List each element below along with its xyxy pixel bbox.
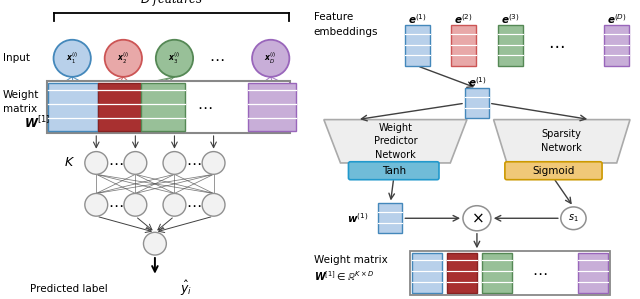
Circle shape bbox=[105, 40, 142, 77]
Circle shape bbox=[85, 152, 108, 174]
Text: $\boldsymbol{x}_1^{(i)}$: $\boldsymbol{x}_1^{(i)}$ bbox=[66, 51, 79, 66]
Circle shape bbox=[463, 206, 491, 231]
Text: $\boldsymbol{x}_D^{(i)}$: $\boldsymbol{x}_D^{(i)}$ bbox=[264, 51, 277, 66]
Text: $s_1$: $s_1$ bbox=[568, 212, 579, 224]
FancyBboxPatch shape bbox=[451, 25, 476, 66]
Text: Sparsity
Network: Sparsity Network bbox=[541, 129, 582, 153]
Text: $\boldsymbol{e}^{(D)}$: $\boldsymbol{e}^{(D)}$ bbox=[607, 13, 627, 26]
Circle shape bbox=[156, 40, 193, 77]
Text: Sigmoid: Sigmoid bbox=[532, 166, 575, 176]
Text: $\cdots$: $\cdots$ bbox=[108, 155, 124, 170]
Text: $\boldsymbol{e}^{(1)}$: $\boldsymbol{e}^{(1)}$ bbox=[408, 13, 426, 26]
Text: $\boldsymbol{W}^{[1]}$: $\boldsymbol{W}^{[1]}$ bbox=[24, 115, 50, 131]
Text: Weight
matrix: Weight matrix bbox=[3, 90, 40, 114]
Circle shape bbox=[202, 193, 225, 216]
FancyBboxPatch shape bbox=[141, 83, 185, 131]
Text: Weight matrix: Weight matrix bbox=[314, 255, 388, 265]
Text: Predicted label: Predicted label bbox=[30, 283, 108, 294]
FancyBboxPatch shape bbox=[505, 162, 602, 180]
Text: $K$: $K$ bbox=[63, 156, 75, 170]
Text: $\cdots$: $\cdots$ bbox=[186, 197, 202, 212]
Text: Input: Input bbox=[3, 53, 30, 63]
Text: $\cdots$: $\cdots$ bbox=[197, 99, 212, 115]
Text: $\boldsymbol{e}^{(1)}$: $\boldsymbol{e}^{(1)}$ bbox=[468, 75, 486, 89]
FancyBboxPatch shape bbox=[47, 81, 291, 133]
Polygon shape bbox=[493, 120, 630, 163]
Circle shape bbox=[143, 232, 166, 255]
FancyBboxPatch shape bbox=[412, 253, 442, 293]
Text: $\boldsymbol{x}_3^{(i)}$: $\boldsymbol{x}_3^{(i)}$ bbox=[168, 51, 180, 66]
FancyBboxPatch shape bbox=[465, 88, 489, 118]
Text: $\cdots$: $\cdots$ bbox=[532, 265, 548, 280]
Text: Weight
Predictor
Network: Weight Predictor Network bbox=[374, 123, 417, 160]
FancyBboxPatch shape bbox=[248, 83, 296, 131]
Text: Tanh: Tanh bbox=[381, 166, 406, 176]
FancyBboxPatch shape bbox=[498, 25, 523, 66]
FancyBboxPatch shape bbox=[482, 253, 512, 293]
Text: $\cdots$: $\cdots$ bbox=[186, 155, 202, 170]
FancyBboxPatch shape bbox=[404, 25, 429, 66]
Circle shape bbox=[54, 40, 91, 77]
Text: Feature: Feature bbox=[314, 12, 353, 22]
Text: $\cdots$: $\cdots$ bbox=[209, 51, 224, 66]
Circle shape bbox=[124, 152, 147, 174]
Circle shape bbox=[163, 193, 186, 216]
Circle shape bbox=[124, 193, 147, 216]
Polygon shape bbox=[324, 120, 467, 163]
Circle shape bbox=[85, 193, 108, 216]
Circle shape bbox=[561, 207, 586, 230]
Text: $\boldsymbol{e}^{(2)}$: $\boldsymbol{e}^{(2)}$ bbox=[454, 13, 473, 26]
Text: embeddings: embeddings bbox=[314, 27, 378, 37]
FancyBboxPatch shape bbox=[579, 253, 609, 293]
FancyBboxPatch shape bbox=[348, 162, 439, 180]
FancyBboxPatch shape bbox=[98, 83, 141, 131]
Circle shape bbox=[163, 152, 186, 174]
Text: $\cdots$: $\cdots$ bbox=[108, 197, 124, 212]
Circle shape bbox=[252, 40, 289, 77]
FancyBboxPatch shape bbox=[378, 203, 403, 233]
Text: $\boldsymbol{x}_2^{(i)}$: $\boldsymbol{x}_2^{(i)}$ bbox=[117, 51, 129, 66]
Text: $\cdots$: $\cdots$ bbox=[548, 36, 565, 54]
Text: $\times$: $\times$ bbox=[470, 211, 483, 226]
Text: $D$ features: $D$ features bbox=[140, 0, 204, 8]
FancyBboxPatch shape bbox=[604, 25, 629, 66]
Circle shape bbox=[202, 152, 225, 174]
Text: $\boldsymbol{w}^{(1)}$: $\boldsymbol{w}^{(1)}$ bbox=[348, 211, 369, 225]
Text: $\hat{y}_i$: $\hat{y}_i$ bbox=[180, 279, 193, 298]
Text: $\boldsymbol{e}^{(3)}$: $\boldsymbol{e}^{(3)}$ bbox=[501, 13, 520, 26]
FancyBboxPatch shape bbox=[48, 83, 98, 131]
Text: $\boldsymbol{W}^{[1]}\in\mathbb{R}^{K\times D}$: $\boldsymbol{W}^{[1]}\in\mathbb{R}^{K\ti… bbox=[314, 270, 374, 283]
FancyBboxPatch shape bbox=[447, 253, 477, 293]
